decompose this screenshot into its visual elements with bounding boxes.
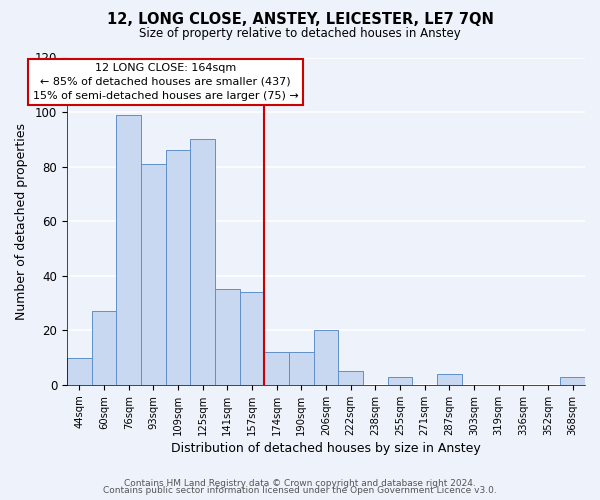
Bar bbox=[289, 352, 314, 385]
Bar bbox=[437, 374, 461, 385]
Bar bbox=[190, 140, 215, 385]
Text: 12 LONG CLOSE: 164sqm
← 85% of detached houses are smaller (437)
15% of semi-det: 12 LONG CLOSE: 164sqm ← 85% of detached … bbox=[33, 63, 299, 101]
Bar bbox=[388, 377, 412, 385]
Y-axis label: Number of detached properties: Number of detached properties bbox=[15, 122, 28, 320]
Text: 12, LONG CLOSE, ANSTEY, LEICESTER, LE7 7QN: 12, LONG CLOSE, ANSTEY, LEICESTER, LE7 7… bbox=[107, 12, 493, 28]
Bar bbox=[92, 312, 116, 385]
Bar bbox=[166, 150, 190, 385]
Bar bbox=[314, 330, 338, 385]
Bar bbox=[116, 115, 141, 385]
Text: Size of property relative to detached houses in Anstey: Size of property relative to detached ho… bbox=[139, 28, 461, 40]
Text: Contains public sector information licensed under the Open Government Licence v3: Contains public sector information licen… bbox=[103, 486, 497, 495]
Bar bbox=[215, 290, 239, 385]
Bar bbox=[560, 377, 585, 385]
Bar bbox=[265, 352, 289, 385]
Bar bbox=[67, 358, 92, 385]
Text: Contains HM Land Registry data © Crown copyright and database right 2024.: Contains HM Land Registry data © Crown c… bbox=[124, 478, 476, 488]
Bar bbox=[338, 372, 363, 385]
X-axis label: Distribution of detached houses by size in Anstey: Distribution of detached houses by size … bbox=[171, 442, 481, 455]
Bar bbox=[141, 164, 166, 385]
Bar bbox=[239, 292, 265, 385]
